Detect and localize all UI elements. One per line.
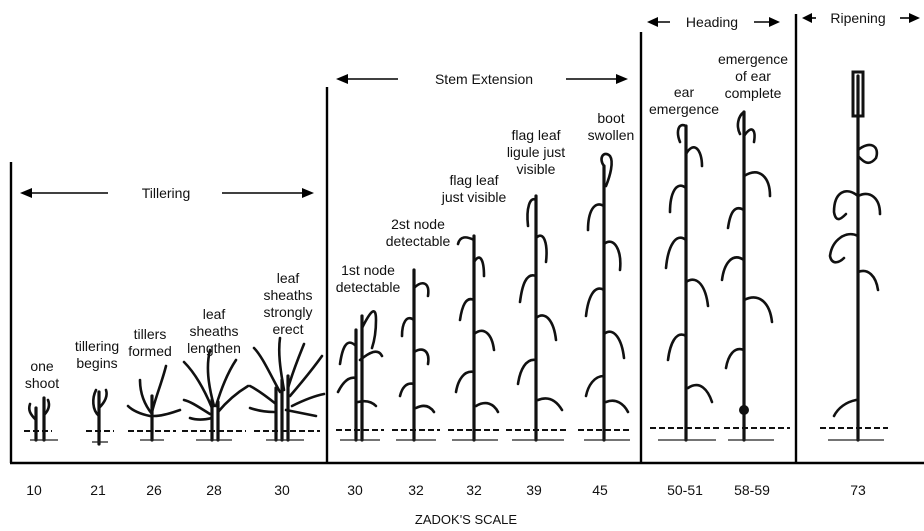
stage-caption-line: erect [272, 321, 303, 337]
stage-caption-line: begins [76, 355, 117, 371]
stage-caption-line: lengthen [187, 340, 241, 356]
zadok-code: 73 [850, 482, 866, 498]
zadok-code: 30 [347, 482, 363, 498]
phase-ripening: Ripening [802, 10, 920, 26]
plant-icon-32a [392, 268, 440, 442]
arrowhead-right-icon [616, 74, 628, 84]
stage-caption-line: tillers [134, 326, 167, 342]
arrowhead-left-icon [647, 17, 658, 27]
arrowhead-left-icon [336, 74, 348, 84]
plant-icon-26 [126, 364, 182, 442]
stage-caption: emergence of ear complete [718, 51, 788, 101]
stage-caption: leaf sheaths lengthen [187, 306, 241, 356]
zadok-code: 45 [592, 482, 608, 498]
stage-caption-line: emergence [718, 51, 788, 67]
stage-caption-line: visible [517, 161, 556, 177]
stage-caption-line: detectable [386, 233, 451, 249]
phase-label-tillering: Tillering [142, 185, 191, 201]
zadok-code: 39 [526, 482, 542, 498]
plant-icon-45 [578, 152, 632, 442]
zadok-code: 32 [466, 482, 482, 498]
stage-caption: leaf sheaths strongly erect [263, 270, 312, 337]
arrowhead-left-icon [802, 13, 812, 23]
plant-icon-21 [86, 388, 114, 446]
stage-caption: one shoot [25, 358, 59, 391]
phase-tillering: Tillering [20, 185, 314, 201]
stage-caption: ear emergence [649, 84, 719, 117]
plant-icon-28 [182, 348, 250, 442]
stage-caption-line: sheaths [263, 287, 312, 303]
phase-stem-extension: Stem Extension [336, 71, 628, 87]
arrowhead-left-icon [20, 188, 32, 198]
phase-heading: Heading [647, 14, 780, 30]
stage-caption-line: 2st node [391, 216, 445, 232]
stage-caption-line: boot [597, 110, 624, 126]
stage-caption-line: of ear [735, 68, 771, 84]
zadok-code: 21 [90, 482, 106, 498]
arrowhead-right-icon [769, 17, 780, 27]
stage-caption-line: swollen [588, 127, 635, 143]
stage-caption-line: sheaths [189, 323, 238, 339]
stage-caption-line: flag leaf [511, 127, 560, 143]
stage-caption-line: one [30, 358, 54, 374]
phase-label-ripening: Ripening [830, 10, 885, 26]
zadok-code: 50-51 [667, 482, 703, 498]
stage-caption-line: strongly [263, 304, 312, 320]
stage-caption: 1st node detectable [336, 262, 401, 295]
plant-icon-10 [24, 396, 58, 442]
zadok-code: 26 [146, 482, 162, 498]
phase-label-heading: Heading [686, 14, 738, 30]
arrowhead-right-icon [302, 188, 314, 198]
plant-icon-58-59 [720, 110, 790, 442]
plant-icon-30a [248, 336, 326, 442]
stage-caption-line: leaf [203, 306, 226, 322]
ear-head-icon [851, 70, 865, 118]
plant-icon-30b [336, 309, 384, 442]
stage-caption-line: detectable [336, 279, 401, 295]
zadok-code: 10 [26, 482, 42, 498]
stage-labels: one shoot tillering begins tillers formed leaf… [25, 51, 788, 391]
zadok-code: 58-59 [734, 482, 770, 498]
stage-caption: flag leaf just visible [441, 172, 507, 205]
stage-caption-line: emergence [649, 101, 719, 117]
plant-icon-39 [506, 194, 566, 442]
stage-caption-line: complete [725, 85, 782, 101]
stage-caption-line: tillering [75, 338, 119, 354]
stage-caption: 2st node detectable [386, 216, 451, 249]
stage-caption-line: ligule just [507, 144, 565, 160]
zadok-code: 28 [206, 482, 222, 498]
plant-icon-73 [820, 70, 888, 442]
zadok-code: 32 [408, 482, 424, 498]
zadok-code: 30 [274, 482, 290, 498]
plant-icon-32b [448, 234, 500, 442]
stage-caption-line: ear [674, 84, 695, 100]
zadok-codes: 10 21 26 28 30 30 32 32 39 45 50-51 58-59 73 [26, 482, 866, 498]
plant-drawings [24, 70, 888, 446]
plant-icon-50-51 [650, 123, 720, 442]
stage-caption: boot swollen [588, 110, 635, 143]
stage-caption: tillers formed [128, 326, 172, 359]
stage-caption-line: just visible [441, 189, 507, 205]
stage-caption-line: formed [128, 343, 172, 359]
stage-caption-line: flag leaf [449, 172, 498, 188]
stage-caption-line: 1st node [341, 262, 395, 278]
phase-label-stem-extension: Stem Extension [435, 71, 533, 87]
scale-label: ZADOK'S SCALE [415, 512, 518, 527]
stage-caption-line: leaf [277, 270, 300, 286]
stage-caption: tillering begins [75, 338, 119, 371]
stage-caption-line: shoot [25, 375, 59, 391]
node-marker-icon [739, 405, 749, 415]
stage-caption: flag leaf ligule just visible [507, 127, 565, 177]
arrowhead-right-icon [909, 13, 920, 23]
